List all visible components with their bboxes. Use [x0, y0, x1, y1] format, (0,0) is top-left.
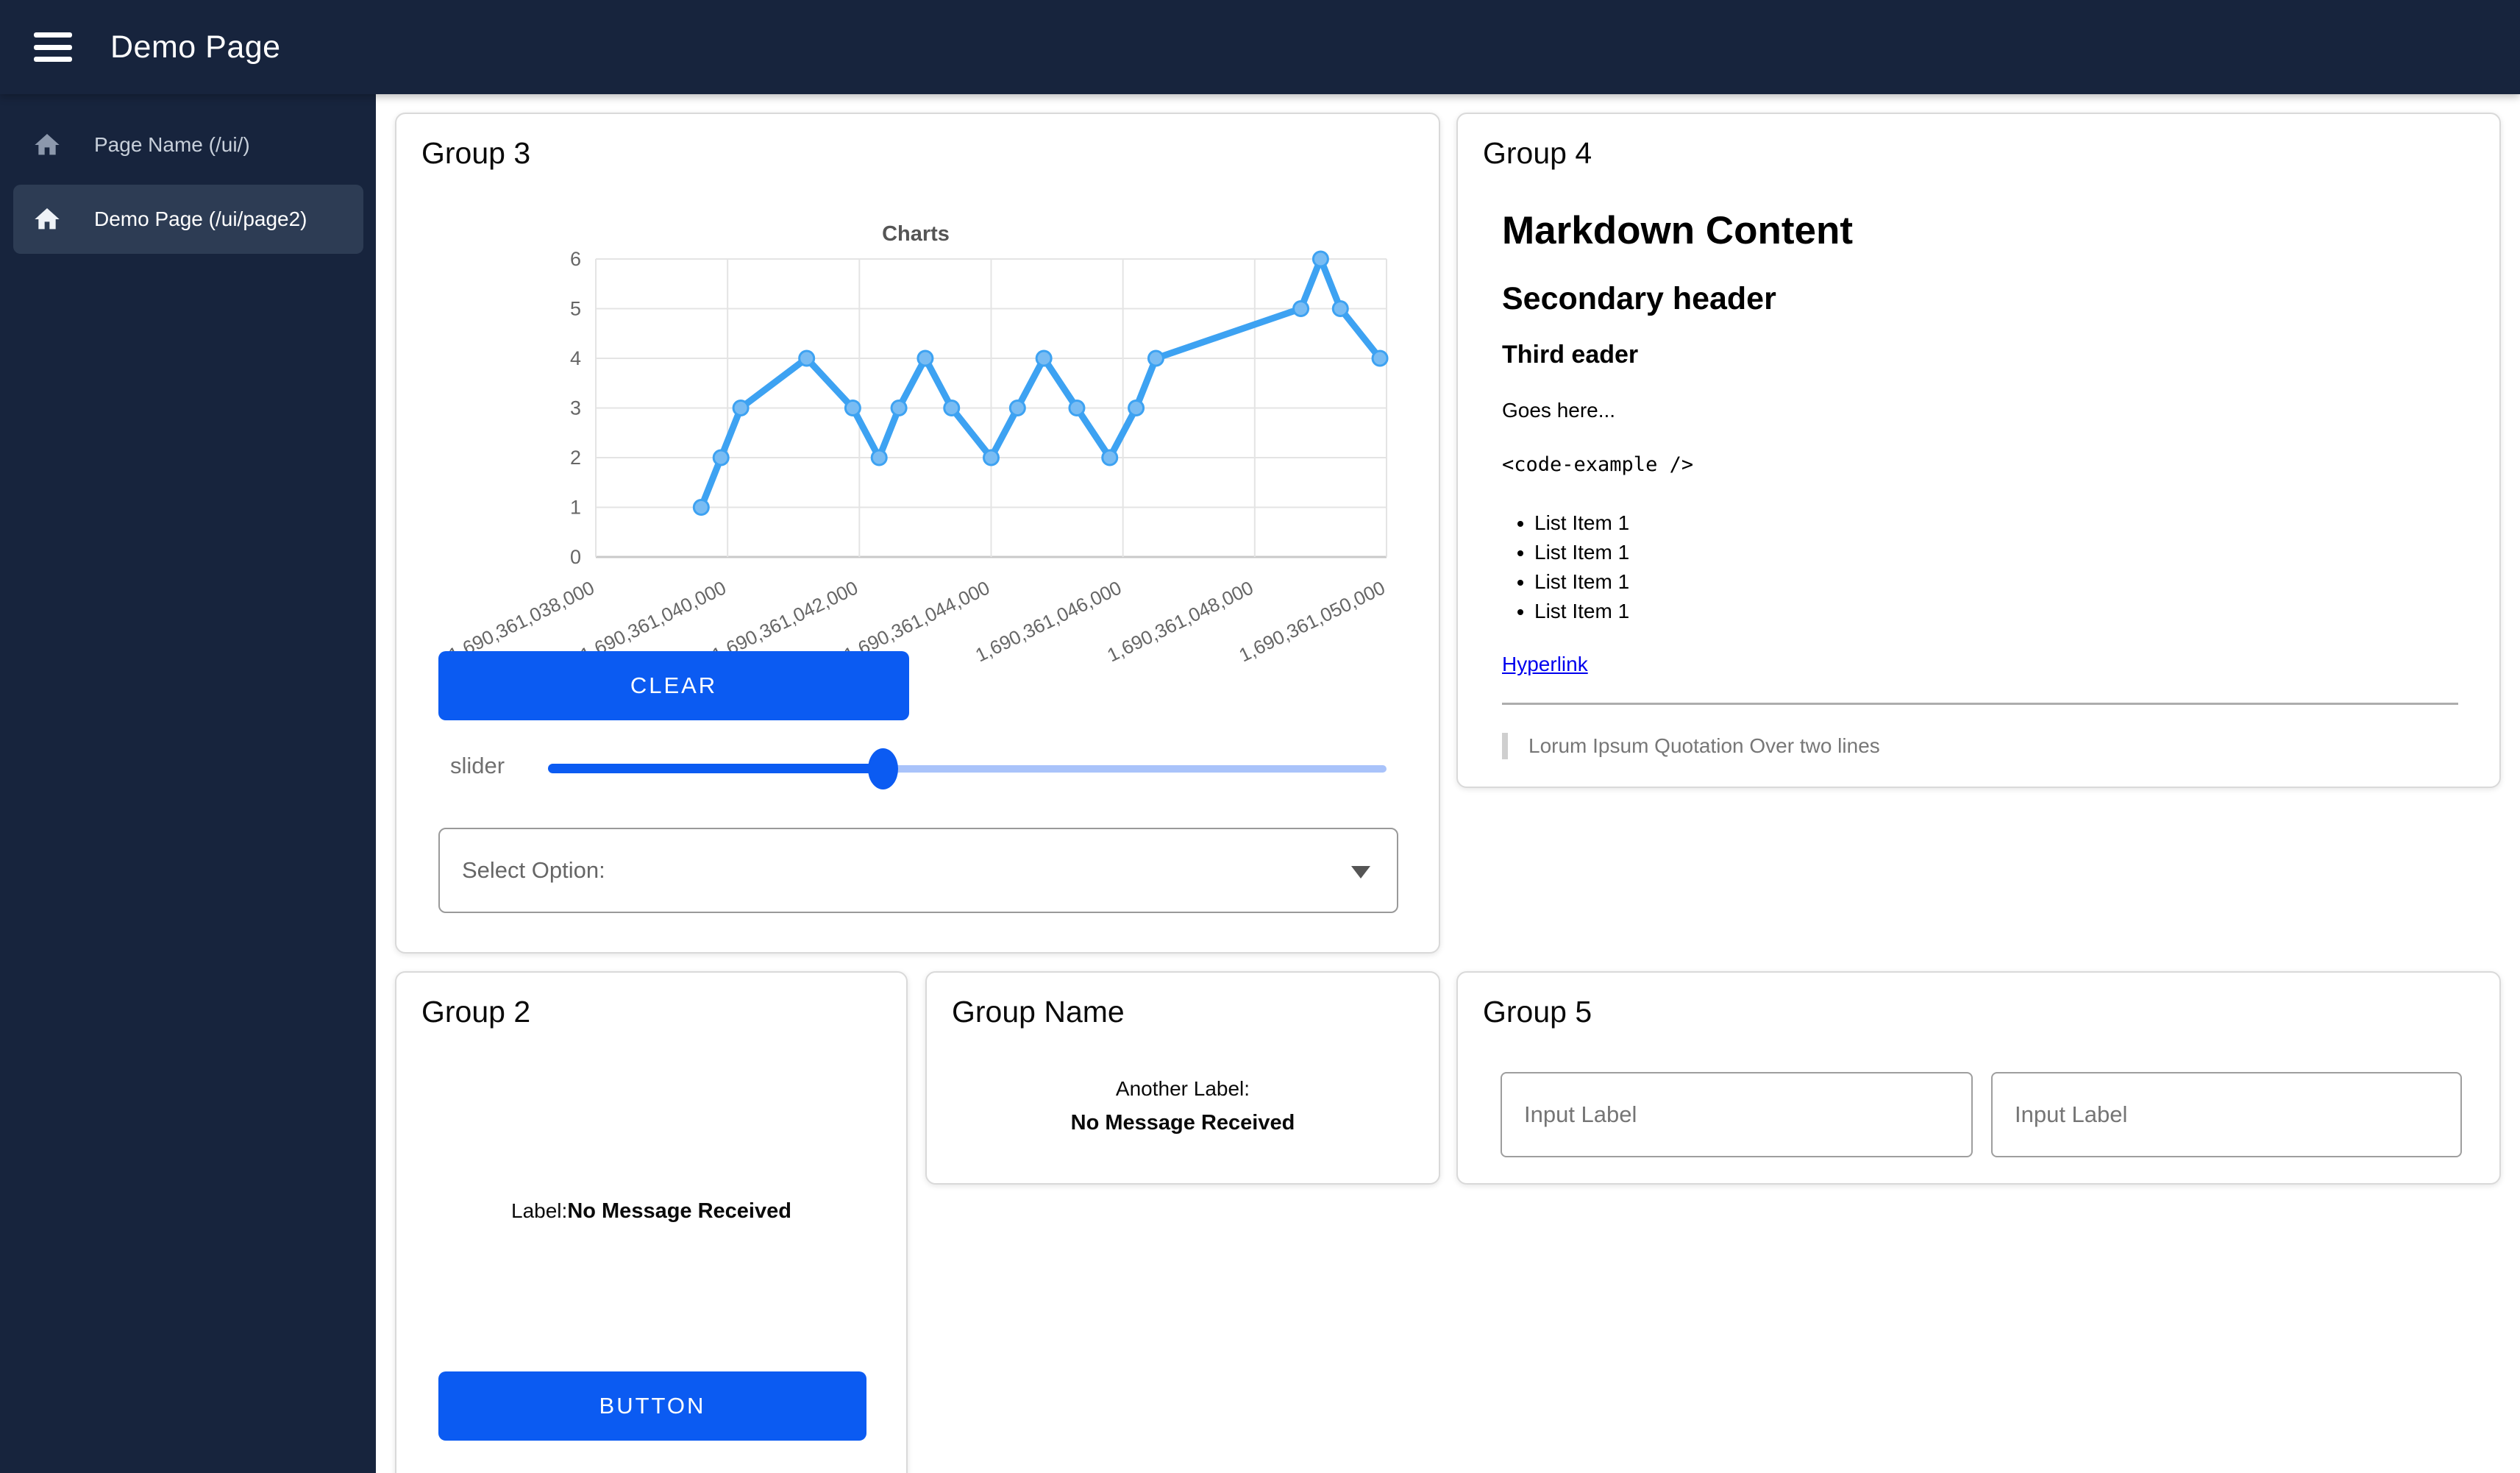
- svg-text:Charts: Charts: [882, 222, 950, 246]
- card-title: Group 4: [1483, 136, 1592, 170]
- line-chart-container: Charts 0 1 2 3 4 5 6 1,690,361,038,000 1,690,361,…: [413, 210, 1421, 725]
- card-title: Group 2: [421, 995, 531, 1029]
- hamburger-menu-icon[interactable]: [34, 32, 72, 62]
- markdown-h1: Markdown Content: [1502, 209, 1853, 252]
- svg-text:6: 6: [570, 248, 581, 270]
- svg-text:5: 5: [570, 298, 581, 320]
- markdown-list: List Item 1 List Item 1 List Item 1 List…: [1502, 508, 2458, 626]
- chevron-down-icon: [1351, 866, 1370, 879]
- card-title: Group Name: [952, 995, 1125, 1029]
- slider-label: slider: [450, 753, 505, 778]
- markdown-paragraph: Goes here...: [1502, 399, 1616, 422]
- svg-text:1,690,361,048,000: 1,690,361,048,000: [1103, 576, 1256, 666]
- svg-text:1: 1: [570, 497, 581, 519]
- action-button[interactable]: BUTTON: [438, 1371, 866, 1441]
- card-title: Group 5: [1483, 995, 1592, 1029]
- markdown-h3: Third eader: [1502, 341, 1639, 369]
- card-group-4: Group 4 Markdown Content Secondary heade…: [1456, 113, 2501, 788]
- card-title: Group 3: [421, 136, 531, 170]
- another-label: Another Label:: [1115, 1077, 1250, 1100]
- sidebar-item-label: Page Name (/ui/): [94, 133, 250, 156]
- app-title: Demo Page: [110, 29, 281, 65]
- sidebar-item-demo-page[interactable]: Demo Page (/ui/page2): [13, 185, 363, 254]
- card-group-3: Group 3 Charts 0 1 2 3 4 5 6 1,690,361,038,000 1,…: [395, 113, 1440, 954]
- line-chart: Charts01234561,690,361,038,0001,690,361,…: [445, 222, 1389, 666]
- message-value: No Message Received: [927, 1111, 1439, 1135]
- markdown-code: <code-example />: [1502, 453, 1694, 476]
- sidebar: Page Name (/ui/) Demo Page (/ui/page2): [0, 94, 376, 1473]
- card-group-2: Group 2 Label:No Message Received BUTTON: [395, 971, 908, 1473]
- slider-track[interactable]: [883, 765, 1387, 773]
- svg-text:0: 0: [570, 546, 581, 568]
- message-label: Label:No Message Received: [396, 1199, 906, 1224]
- card-group-name: Group Name Another Label: No Message Rec…: [925, 971, 1440, 1185]
- select-label: Select Option:: [462, 857, 605, 883]
- top-navbar: Demo Page: [0, 0, 2520, 94]
- divider: [1502, 703, 2458, 705]
- list-item: List Item 1: [1534, 508, 2458, 538]
- slider-thumb[interactable]: [868, 748, 898, 789]
- list-item: List Item 1: [1534, 597, 2458, 626]
- list-item: List Item 1: [1534, 538, 2458, 567]
- input-field-1[interactable]: [1501, 1072, 1973, 1157]
- home-icon: [35, 208, 60, 230]
- svg-text:4: 4: [570, 347, 581, 369]
- markdown-h2: Secondary header: [1502, 281, 1776, 316]
- label-value: No Message Received: [567, 1199, 791, 1223]
- sidebar-item-page-name[interactable]: Page Name (/ui/): [13, 110, 363, 180]
- sidebar-item-label: Demo Page (/ui/page2): [94, 207, 307, 230]
- svg-text:1,690,361,050,000: 1,690,361,050,000: [1236, 576, 1389, 666]
- blockquote: Lorum Ipsum Quotation Over two lines: [1502, 733, 2458, 759]
- svg-text:1,690,361,046,000: 1,690,361,046,000: [972, 576, 1125, 666]
- select-option-dropdown[interactable]: Select Option:: [438, 828, 1398, 913]
- markdown-content: Markdown Content Secondary header Third …: [1502, 208, 2458, 759]
- card-group-5: Group 5: [1456, 971, 2501, 1185]
- svg-text:2: 2: [570, 447, 581, 469]
- svg-text:3: 3: [570, 397, 581, 419]
- input-field-2[interactable]: [1991, 1072, 2462, 1157]
- slider-track-filled[interactable]: [548, 764, 883, 773]
- clear-button[interactable]: CLEAR: [438, 651, 909, 720]
- hyperlink[interactable]: Hyperlink: [1502, 653, 1588, 675]
- home-icon: [35, 134, 60, 155]
- list-item: List Item 1: [1534, 567, 2458, 597]
- label-prefix: Label:: [511, 1199, 568, 1222]
- label-value: No Message Received: [1070, 1111, 1295, 1135]
